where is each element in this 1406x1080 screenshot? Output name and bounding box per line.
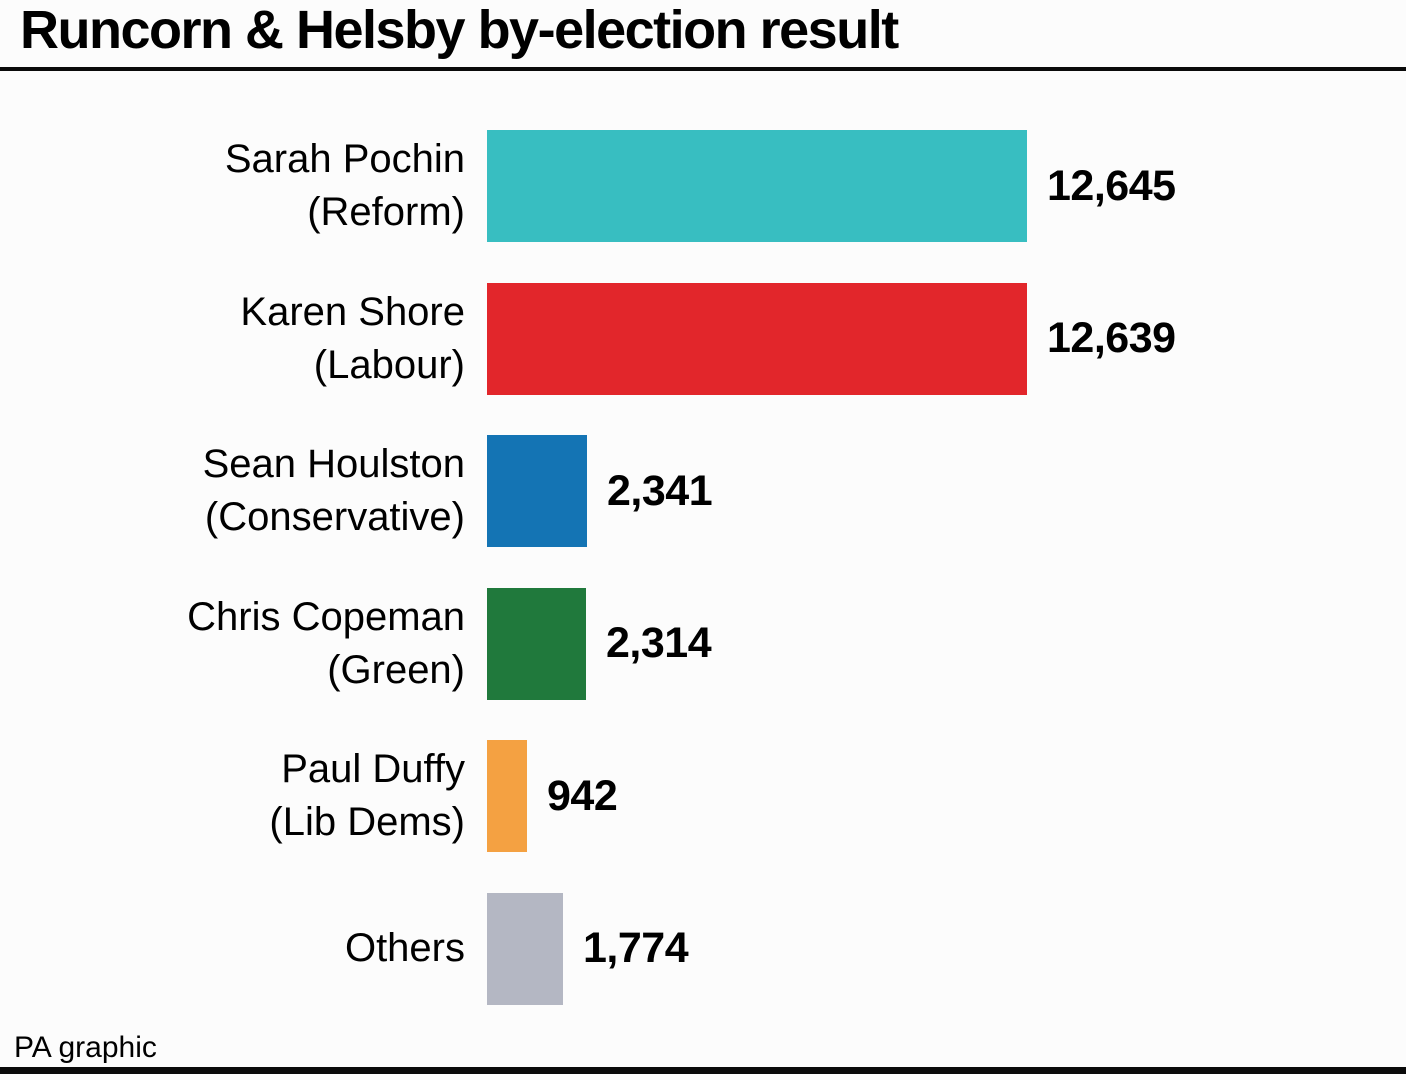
candidate-name: Karen Shore: [240, 289, 465, 334]
vote-count: 942: [547, 771, 618, 820]
candidate-name: Sarah Pochin: [224, 137, 465, 181]
vote-count: 2,341: [607, 466, 713, 515]
candidate-label: Others: [0, 893, 465, 1005]
vote-bar: [487, 282, 1027, 395]
bottom-divider: [0, 1067, 1406, 1074]
candidate-name: Chris Copeman: [187, 594, 465, 639]
chart-row: Chris Copeman (Green) 2,314: [0, 587, 1406, 700]
vote-count: 2,314: [606, 619, 712, 667]
vote-bar: [487, 130, 1027, 242]
title-divider: [0, 67, 1406, 71]
vote-bar: [487, 892, 563, 1005]
candidate-label: Sean Houlston (Conservative): [0, 435, 465, 547]
candidate-party: (Green): [327, 647, 465, 692]
chart-row: Others 1,774: [0, 892, 1406, 1005]
candidate-label: Karen Shore (Labour): [0, 283, 465, 395]
vote-bar: [487, 435, 587, 547]
candidate-label: Sarah Pochin (Reform): [0, 130, 465, 242]
vote-count: 1,774: [583, 924, 689, 972]
vote-count: 12,645: [1047, 161, 1176, 210]
source-credit: PA graphic: [14, 1031, 157, 1064]
chart-row: Sean Houlston (Conservative) 2,341: [0, 435, 1406, 547]
vote-bar: [487, 587, 586, 700]
candidate-label: Paul Duffy (Lib Dems): [0, 740, 465, 852]
vote-count: 12,639: [1047, 314, 1176, 362]
candidate-party: (Reform): [307, 190, 465, 234]
candidate-party: (Lib Dems): [269, 800, 465, 844]
chart-row: Sarah Pochin (Reform) 12,645: [0, 130, 1406, 242]
chart-row: Paul Duffy (Lib Dems) 942: [0, 740, 1406, 852]
candidate-name: Paul Duffy: [281, 747, 465, 791]
chart-title: Runcorn & Helsby by-election result: [20, 0, 899, 60]
bar-chart: Sarah Pochin (Reform) 12,645 Karen Shore…: [0, 130, 1406, 1045]
chart-row: Karen Shore (Labour) 12,639: [0, 282, 1406, 395]
candidate-party: (Labour): [313, 342, 465, 387]
candidate-name: Others: [344, 926, 465, 970]
vote-bar: [487, 740, 527, 852]
candidate-label: Chris Copeman (Green): [0, 588, 465, 700]
candidate-party: (Conservative): [204, 495, 465, 539]
candidate-name: Sean Houlston: [202, 442, 465, 486]
